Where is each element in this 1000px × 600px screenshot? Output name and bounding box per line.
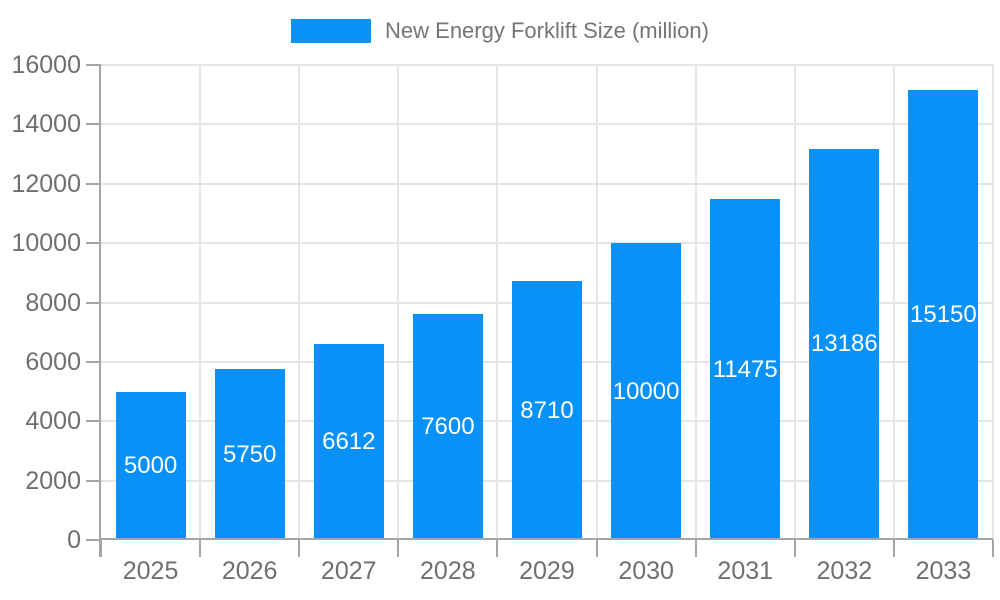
x-axis-label: 2028 — [420, 557, 476, 585]
y-axis-tick — [86, 242, 101, 245]
bar[interactable]: 10000 — [611, 243, 682, 540]
bar[interactable]: 6612 — [313, 343, 384, 540]
y-axis-label: 16000 — [11, 51, 81, 79]
x-axis-label: 2030 — [618, 557, 674, 585]
gridline-vertical — [694, 65, 697, 540]
x-axis-tick — [298, 540, 301, 557]
gridline-horizontal — [101, 182, 993, 185]
gridline-vertical — [992, 65, 994, 540]
gridline-vertical — [595, 65, 598, 540]
x-axis-label: 2029 — [519, 557, 575, 585]
x-axis-tick — [199, 540, 202, 557]
y-axis-tick — [86, 182, 101, 185]
x-axis-tick — [397, 540, 400, 557]
y-axis-tick — [86, 360, 101, 363]
bar[interactable]: 8710 — [512, 281, 582, 540]
y-axis-label: 4000 — [25, 407, 81, 436]
legend-color-swatch — [291, 19, 372, 43]
x-axis-tick — [694, 540, 697, 557]
legend-item[interactable]: New Energy Forklift Size (million) — [291, 18, 709, 44]
bar-value-label: 15150 — [910, 301, 977, 329]
bar[interactable]: 11475 — [710, 199, 781, 540]
x-axis-tick — [892, 540, 895, 557]
gridline-vertical — [298, 65, 301, 540]
gridline-horizontal — [101, 123, 993, 126]
gridline-horizontal — [101, 242, 993, 245]
gridline-vertical — [892, 65, 895, 540]
gridline-vertical — [496, 65, 499, 540]
bar[interactable]: 15150 — [908, 90, 979, 540]
x-axis-label: 2026 — [221, 557, 278, 585]
x-axis-tick — [595, 540, 598, 557]
y-axis-label: 14000 — [11, 110, 81, 139]
bar[interactable]: 13186 — [809, 148, 880, 540]
x-axis-tick — [100, 540, 102, 557]
x-axis-tick — [496, 540, 499, 557]
y-axis-tick — [86, 420, 101, 423]
gridline-vertical — [397, 65, 400, 540]
y-axis-label: 8000 — [25, 288, 81, 317]
x-axis-label: 2025 — [122, 557, 179, 585]
bar[interactable]: 5000 — [115, 391, 186, 540]
chart-legend: New Energy Forklift Size (million) — [0, 18, 1000, 44]
y-axis-line — [99, 65, 101, 557]
x-axis-label: 2031 — [717, 557, 774, 585]
x-axis-label: 2032 — [816, 557, 873, 585]
bar-value-label: 11475 — [712, 355, 778, 383]
gridline-horizontal — [101, 64, 993, 66]
x-axis-label: 2027 — [320, 557, 377, 585]
legend-label: New Energy Forklift Size (million) — [385, 18, 709, 43]
y-axis-tick — [86, 123, 101, 126]
bar-value-label: 8710 — [520, 396, 574, 424]
bar-value-label: 13186 — [810, 330, 878, 358]
bar[interactable]: 5750 — [214, 369, 285, 540]
y-axis-tick — [86, 301, 101, 304]
gridline-vertical — [199, 65, 202, 540]
x-axis-label: 2033 — [915, 557, 972, 585]
bar-value-label: 7600 — [421, 413, 475, 441]
x-axis-tick — [992, 540, 994, 557]
y-axis-tick — [86, 539, 101, 541]
y-axis-label: 10000 — [11, 229, 81, 258]
x-axis-tick — [793, 540, 796, 557]
bar-value-label: 10000 — [612, 377, 680, 405]
bar[interactable]: 7600 — [412, 314, 483, 540]
bar-value-label: 5000 — [123, 451, 178, 479]
y-axis-label: 12000 — [11, 169, 81, 198]
bar-value-label: 6612 — [322, 427, 376, 455]
y-axis-label: 2000 — [25, 466, 81, 495]
y-axis-tick — [86, 479, 101, 482]
bar-value-label: 5750 — [222, 440, 277, 468]
y-axis-tick — [86, 64, 101, 66]
x-axis-line — [101, 538, 993, 540]
y-axis-label: 0 — [67, 526, 81, 554]
gridline-vertical — [793, 65, 796, 540]
y-axis-label: 6000 — [25, 347, 81, 376]
